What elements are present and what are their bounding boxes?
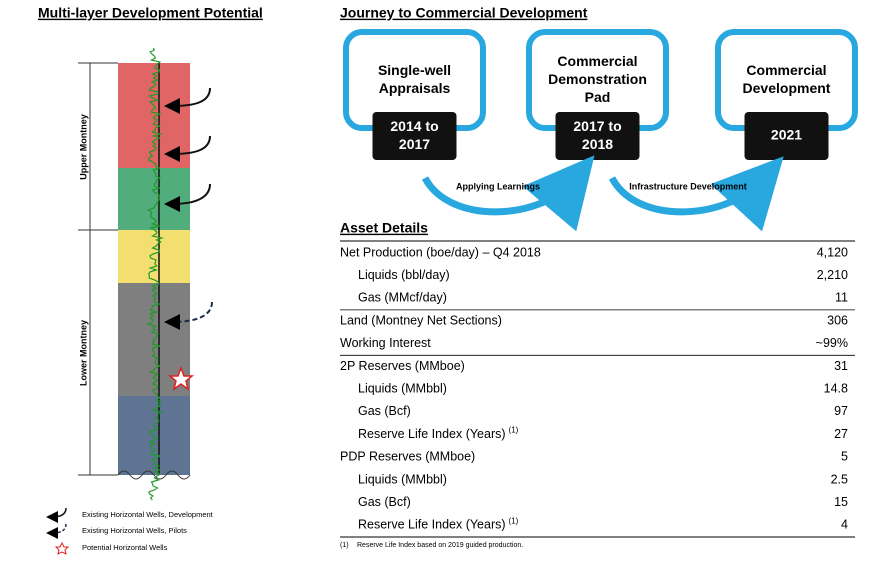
zone-label: Lower Montney	[78, 320, 88, 386]
section-title: Asset Details	[340, 220, 428, 236]
row-label: Reserve Life Index (Years)	[358, 427, 506, 441]
row-value: 11	[835, 291, 848, 305]
stage: Single-well Appraisals 2014 to 2017	[343, 29, 486, 160]
row-label: Liquids (MMbbl)	[358, 472, 447, 486]
row-label: Liquids (MMbbl)	[358, 381, 447, 395]
row-value: 31	[834, 359, 848, 373]
stage: Commercial Demonstration Pad 2017 to 2018	[526, 29, 669, 160]
row-value: 15	[834, 495, 848, 509]
panel-title: Multi-layer Development Potential	[38, 5, 263, 21]
transition-label: Infrastructure Development	[629, 181, 747, 191]
row-value: 27	[834, 427, 848, 441]
stage-years: 2014 to 2017	[390, 118, 438, 152]
stage-label: Single-well Appraisals	[378, 62, 451, 96]
section-title: Journey to Commercial Development	[340, 5, 588, 21]
stage-years: 2017 to 2018	[573, 118, 621, 152]
row-value: 4,120	[817, 245, 848, 259]
legend-label: Existing Horizontal Wells, Development	[82, 510, 214, 519]
stage-label: Commercial Demonstration Pad	[548, 53, 647, 105]
row-label: Gas (Bcf)	[358, 404, 411, 418]
row-label: Reserve Life Index (Years)	[358, 518, 506, 532]
stage-label: Commercial Development	[743, 62, 831, 96]
row-label: Gas (MMcf/day)	[358, 291, 447, 305]
year-box	[555, 112, 640, 160]
row-value: 306	[827, 313, 848, 327]
row-label: PDP Reserves (MMboe)	[340, 450, 475, 464]
row-label: Gas (Bcf)	[358, 495, 411, 509]
row-value: 4	[841, 518, 848, 532]
stage: Commercial Development 2021	[715, 29, 858, 160]
row-label: 2P Reserves (MMboe)	[340, 359, 465, 373]
row-value: 14.8	[824, 381, 848, 395]
stage-years: 2021	[771, 127, 802, 143]
transition-arrows	[421, 155, 784, 232]
legend-label: Potential Horizontal Wells	[82, 543, 168, 552]
legend: Existing Horizontal Wells, Development E…	[46, 507, 214, 555]
year-box	[744, 112, 829, 160]
row-note: (1)	[509, 517, 519, 526]
row-value: ~99%	[816, 336, 848, 350]
footnote: Reserve Life Index based on 2019 guided …	[357, 542, 523, 549]
row-value: 97	[834, 404, 848, 418]
row-value: 5	[841, 450, 848, 464]
row-label: Working Interest	[340, 336, 431, 350]
row-value: 2,210	[817, 268, 848, 282]
footnote-marker: (1)	[340, 542, 349, 549]
row-label: Net Production (boe/day) – Q4 2018	[340, 245, 541, 259]
row-label: Land (Montney Net Sections)	[340, 313, 502, 327]
zone-brackets	[78, 62, 118, 476]
zone-label: Upper Montney	[78, 114, 88, 180]
row-label: Liquids (bbl/day)	[358, 268, 450, 282]
well-arrows	[164, 87, 213, 391]
row-note: (1)	[509, 426, 519, 435]
year-box	[372, 112, 457, 160]
row-value: 2.5	[831, 472, 848, 486]
legend-label: Existing Horizontal Wells, Pilots	[82, 526, 187, 535]
transition-label: Applying Learnings	[456, 181, 540, 191]
strata-column	[117, 47, 191, 501]
